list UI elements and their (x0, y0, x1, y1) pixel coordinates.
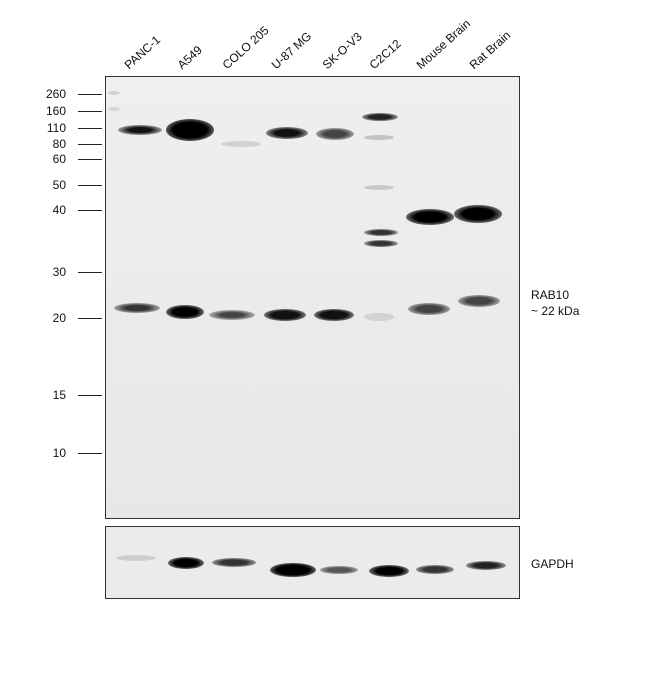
lane-label-mouse-brain: Mouse Brain (413, 16, 474, 72)
mw-label-50: 50 (52, 178, 66, 192)
band-gapdh-colo205 (212, 558, 256, 567)
band-c2c12 (364, 185, 394, 190)
mw-tick (78, 144, 102, 145)
band-c2c12-high (362, 113, 398, 121)
lane-label-skov3: SK-O-V3 (319, 29, 365, 73)
mw-tick (78, 453, 102, 454)
mw-label-20: 20 (52, 311, 66, 325)
lane-label-u87mg: U-87 MG (268, 29, 315, 72)
lane-label-rat-brain: Rat Brain (466, 28, 514, 73)
mw-label-160: 160 (45, 104, 66, 118)
band-c2c12 (364, 229, 398, 236)
band-gapdh-panc1 (116, 555, 156, 561)
mw-tick (78, 395, 102, 396)
band-gapdh-u87mg (270, 563, 316, 577)
target-name: RAB10 (531, 288, 570, 302)
band-gapdh-a549 (168, 557, 204, 569)
mw-tick (78, 185, 102, 186)
band-110-u87mg (266, 127, 308, 139)
mw-label-110: 110 (46, 121, 66, 135)
band-40-rat-brain (454, 205, 502, 223)
ladder-band (108, 91, 120, 95)
mw-tick (78, 111, 102, 112)
mw-label-30: 30 (52, 265, 66, 279)
band-rab10-a549 (166, 305, 204, 319)
band-rab10-mouse-brain (408, 303, 450, 315)
mw-label-260: 260 (45, 87, 66, 101)
band-110-skov3 (316, 128, 354, 140)
mw-tick (78, 94, 102, 95)
mw-tick (78, 128, 102, 129)
lane-label-panc1: PANC-1 (121, 32, 164, 72)
target-size: ~ 22 kDa (531, 304, 580, 318)
mw-tick (78, 159, 102, 160)
lane-label-a549: A549 (174, 42, 205, 72)
lane-label-colo205: COLO 205 (219, 23, 272, 72)
mw-label-40: 40 (52, 203, 66, 217)
mw-label-15: 15 (52, 388, 66, 402)
band-40-mouse-brain (406, 209, 454, 225)
band-c2c12 (364, 135, 394, 140)
band-110-a549 (166, 119, 214, 141)
band-gapdh-skov3 (320, 566, 358, 574)
lane-label-c2c12: C2C12 (366, 36, 404, 72)
band-110-panc1 (118, 125, 162, 135)
band-rab10-panc1 (114, 303, 160, 313)
target-label: RAB10 ~ 22 kDa (531, 287, 579, 319)
mw-tick (78, 210, 102, 211)
mw-tick (78, 318, 102, 319)
band-110-colo205 (221, 141, 261, 147)
loading-control-label: GAPDH (531, 557, 574, 571)
band-gapdh-c2c12 (369, 565, 409, 577)
mw-label-60: 60 (52, 152, 66, 166)
mw-tick (78, 272, 102, 273)
band-rab10-u87mg (264, 309, 306, 321)
blot-panel-gapdh (105, 526, 520, 599)
band-gapdh-mouse-brain (416, 565, 454, 574)
band-gapdh-rat-brain (466, 561, 506, 570)
ladder-band (108, 107, 120, 111)
band-rab10-rat-brain (458, 295, 500, 307)
band-rab10-colo205 (209, 310, 255, 320)
band-rab10-c2c12 (364, 313, 394, 321)
band-rab10-skov3 (314, 309, 354, 321)
band-c2c12 (364, 240, 398, 247)
blot-panel-main (105, 76, 520, 519)
mw-label-80: 80 (52, 137, 66, 151)
mw-label-10: 10 (52, 446, 66, 460)
